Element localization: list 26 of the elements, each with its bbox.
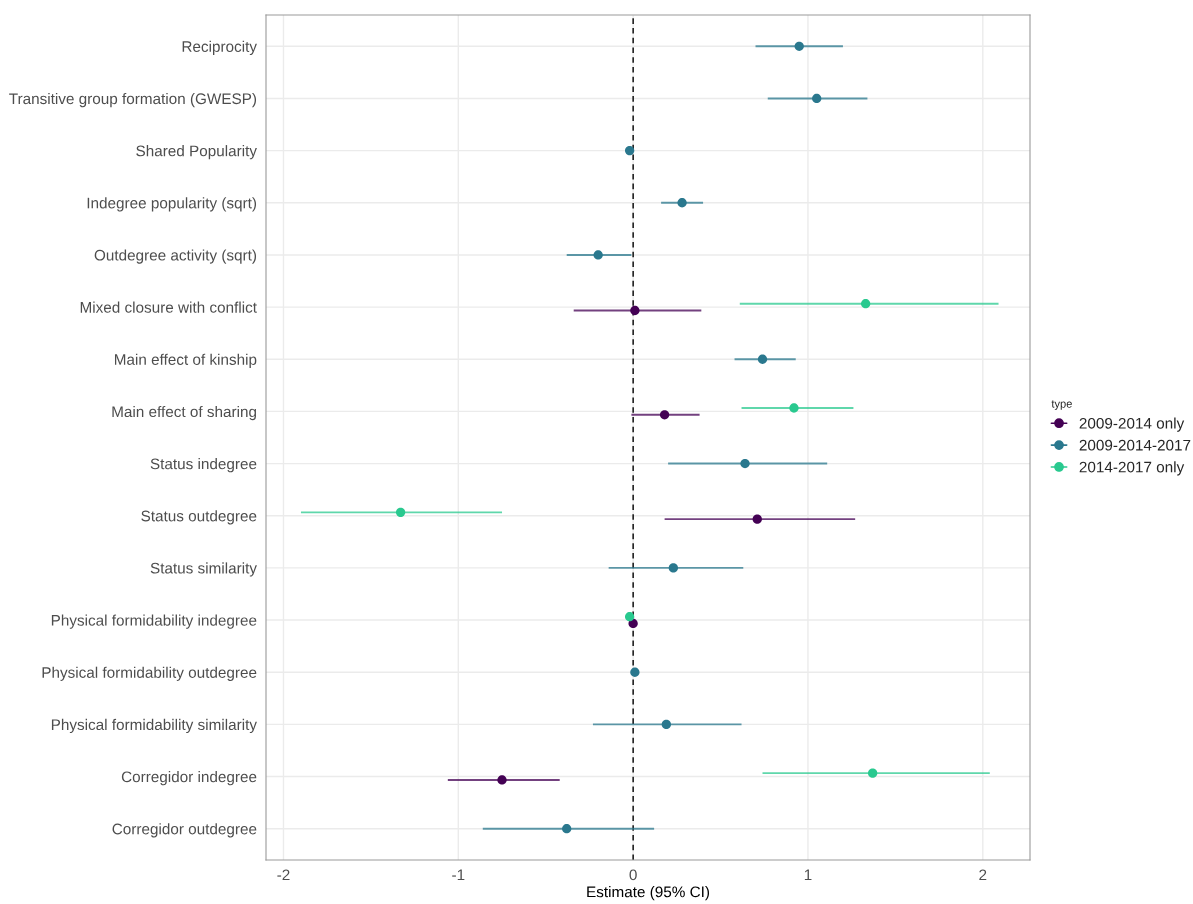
legend-label: 2014-2017 only	[1079, 461, 1185, 476]
x-tick-label: 0	[629, 869, 637, 881]
y-tick-label: Reciprocity	[182, 40, 257, 55]
x-tick-label: 2	[979, 869, 987, 881]
legend-label: 2009-2014 only	[1079, 417, 1185, 432]
y-tick-label: Corregidor outdegree	[112, 823, 257, 838]
y-tick-label: Main effect of sharing	[112, 405, 256, 421]
y-tick-label: Transitive group formation (GWESP)	[9, 92, 257, 108]
y-tick-label: Outdegree activity (sqrt)	[94, 249, 257, 264]
y-tick-label: Main effect of kinship	[114, 353, 257, 368]
y-tick-label: Physical formidability similarity	[51, 718, 257, 734]
y-tick-label: Indegree popularity (sqrt)	[87, 197, 257, 212]
x-tick-label: -1	[452, 869, 465, 881]
x-tick-label: -2	[277, 869, 290, 881]
x-axis-title: Estimate (95% CI)	[587, 886, 710, 901]
y-tick-label: Physical formidability outdegree	[42, 666, 257, 681]
y-tick-label: Corregidor indegree	[121, 771, 257, 786]
y-tick-label: Status outdegree	[141, 510, 257, 525]
y-tick-label: Status similarity	[150, 562, 257, 577]
y-tick-label: Physical formidability indegree	[51, 614, 257, 629]
x-tick-label: 1	[804, 869, 812, 881]
legend-title: type	[1051, 400, 1072, 410]
legend-label: 2009-2014-2017	[1079, 439, 1191, 451]
y-tick-label: Mixed closure with conflict	[80, 301, 257, 313]
y-tick-label: Shared Popularity	[136, 145, 257, 160]
y-tick-label: Status indegree	[150, 458, 257, 473]
